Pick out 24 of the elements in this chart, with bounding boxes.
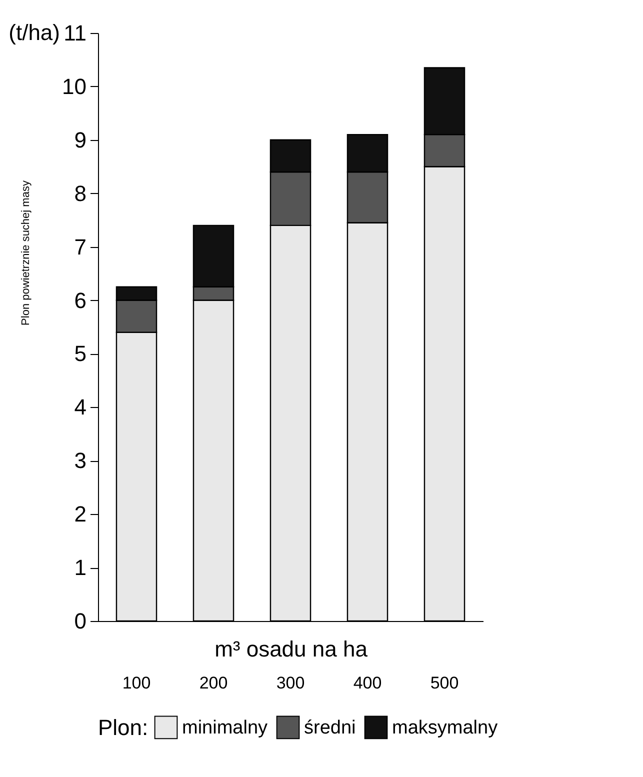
y-tick-label: 7 (74, 234, 86, 260)
y-tick-label: 6 (74, 288, 86, 313)
x-tick-label: 400 (353, 674, 382, 692)
text: (t/ha) (8, 20, 60, 45)
y-tick-label: 10 (62, 74, 86, 99)
legend-title: Plon: (98, 715, 148, 740)
x-tick-label: 200 (199, 674, 228, 692)
x-tick-label: 500 (430, 674, 459, 692)
legend-label: średni (304, 717, 356, 738)
y-tick-label: 9 (74, 127, 86, 152)
y-tick-label: 8 (74, 180, 86, 206)
x-axis-title: m³ osadu na ha (214, 636, 368, 662)
x-tick-label: 100 (122, 674, 151, 692)
y-tick-label: 11 (64, 20, 86, 46)
y-axis-title: Plon powietrznie suchej masy (20, 180, 32, 326)
y-tick-label: 5 (74, 341, 86, 366)
y-tick-label: 2 (74, 502, 86, 527)
x-tick-label: 300 (276, 674, 305, 692)
y-tick-label: 0 (74, 608, 86, 634)
y-tick-label: 1 (74, 555, 86, 580)
legend-label: maksymalny (392, 717, 498, 738)
y-tick-label: 3 (74, 448, 86, 474)
legend-label: minimalny (182, 717, 268, 738)
y-tick-label: 4 (74, 394, 86, 420)
